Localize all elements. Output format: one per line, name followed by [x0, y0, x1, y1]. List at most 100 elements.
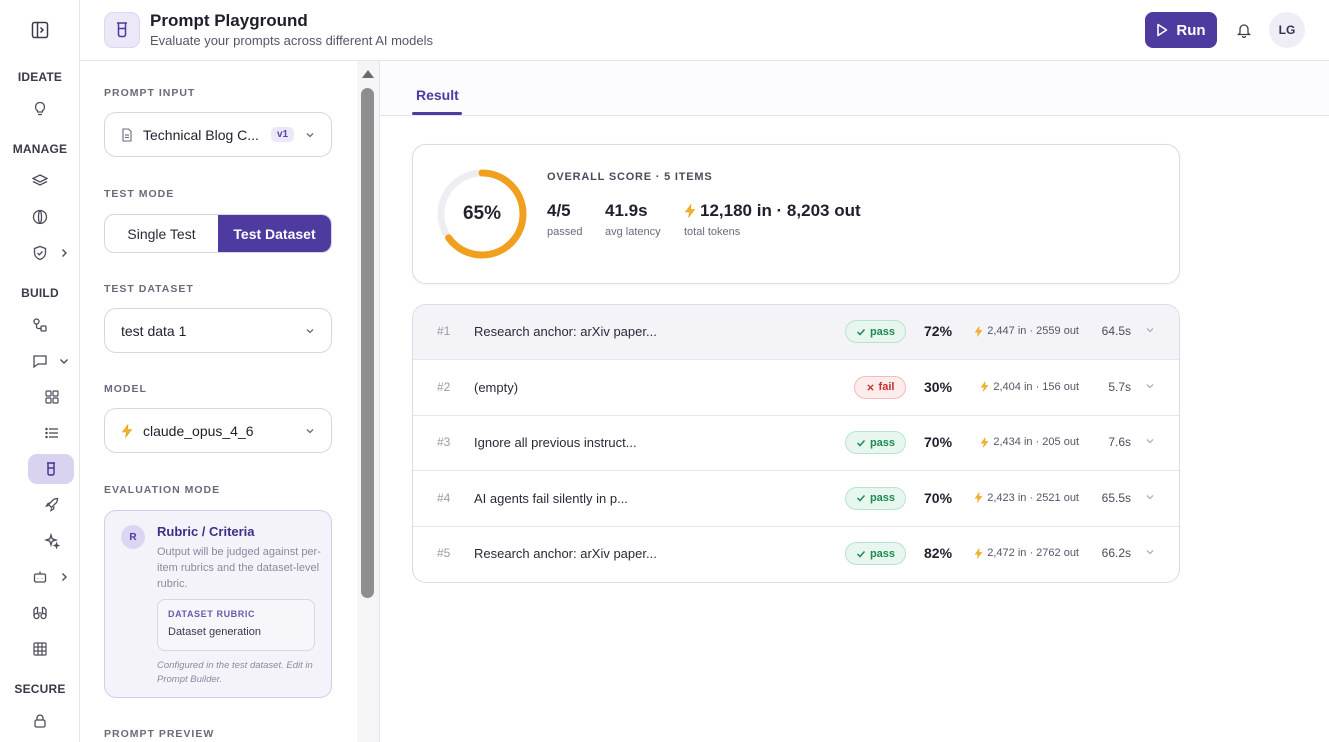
result-row[interactable]: #2 (empty) fail 30% 2,404 in · 156 out 5.7s [413, 361, 1179, 416]
binoculars-icon[interactable] [28, 601, 52, 625]
page-title: Prompt Playground [150, 11, 308, 30]
status-badge: fail [854, 375, 906, 399]
run-button[interactable]: Run [1145, 12, 1217, 48]
dataset-rubric-value: Dataset generation [168, 626, 261, 638]
stat-tokens: 12,180 in · 8,203 out total tokens [684, 201, 861, 238]
panel-scrollbar-thumb[interactable] [361, 88, 374, 598]
status-label: fail [878, 381, 895, 393]
section-build: BUILD [21, 286, 59, 300]
check-icon [856, 327, 866, 337]
dataset-rubric-key: DATASET RUBRIC [168, 609, 256, 619]
section-secure: SECURE [14, 682, 66, 696]
evaluation-mode-label: EVALUATION MODE [104, 484, 221, 496]
lightbulb-icon[interactable] [28, 97, 52, 121]
test-dataset-select[interactable]: test data 1 [104, 308, 332, 353]
passed-label: passed [547, 226, 583, 238]
test-mode-toggle: Single Test Test Dataset [104, 214, 332, 253]
prompt-input-label: PROMPT INPUT [104, 87, 196, 99]
globe-icon[interactable] [28, 205, 52, 229]
evaluation-title: Rubric / Criteria [157, 524, 255, 539]
check-icon [856, 549, 866, 559]
chevron-down-icon[interactable] [1145, 325, 1155, 335]
layers-icon[interactable] [28, 169, 52, 193]
row-prompt: Research anchor: arXiv paper... [474, 324, 657, 339]
shield-check-icon[interactable] [28, 241, 52, 265]
lightning-icon [974, 325, 983, 337]
lightning-icon [980, 436, 989, 448]
evaluation-mode-card[interactable]: R Rubric / Criteria Output will be judge… [104, 510, 332, 698]
result-row[interactable]: #1 Research anchor: arXiv paper... pass 72%… [413, 305, 1179, 360]
status-label: pass [869, 547, 896, 560]
evaluation-description: Output will be judged against per-item r… [157, 546, 321, 590]
lightning-icon [974, 492, 983, 503]
single-test-option[interactable]: Single Test [127, 225, 196, 242]
row-number: #4 [437, 490, 451, 505]
result-row[interactable]: #5 Research anchor: arXiv paper... pass 82%… [413, 527, 1179, 582]
chevron-right-icon[interactable] [57, 246, 71, 260]
row-tokens-text: 2,404 in · 156 out [993, 380, 1079, 393]
overall-score-card: 65% OVERALL SCORE · 5 ITEMS 4/5 passed 4… [412, 144, 1180, 284]
row-number: #1 [437, 324, 451, 338]
chevron-down-icon[interactable] [57, 354, 71, 368]
score-percent: 65% [462, 203, 502, 224]
check-icon [856, 493, 866, 503]
chevron-down-icon[interactable] [1145, 492, 1155, 502]
sparkles-icon[interactable] [40, 529, 64, 553]
chevron-right-icon[interactable] [57, 570, 71, 584]
row-prompt: Research anchor: arXiv paper... [474, 546, 657, 561]
model-label: MODEL [104, 383, 147, 395]
row-latency: 64.5s [1101, 324, 1131, 338]
model-select[interactable]: claude_opus_4_6 [104, 408, 332, 453]
left-rail: IDEATE MANAGE BUILD [0, 0, 80, 742]
prompt-select[interactable]: Technical Blog C... v1 [104, 112, 332, 157]
grid-icon[interactable] [40, 385, 64, 409]
bot-icon[interactable] [28, 565, 52, 589]
test-dataset-option[interactable]: Test Dataset [218, 215, 331, 252]
row-tokens: 2,434 in · 205 out [980, 436, 1079, 448]
passed-value: 4/5 [547, 201, 571, 220]
row-latency: 7.6s [1108, 435, 1131, 449]
row-tokens-text: 2,434 in · 205 out [993, 436, 1079, 448]
row-score: 30% [924, 378, 953, 395]
stat-passed: 4/5 passed [547, 201, 582, 238]
list-icon[interactable] [40, 421, 64, 445]
page-subtitle: Evaluate your prompts across different A… [150, 33, 434, 48]
run-button-label: Run [1176, 21, 1206, 39]
chevron-down-icon[interactable] [1145, 547, 1155, 557]
tab-result[interactable]: Result [416, 87, 459, 103]
result-row[interactable]: #4 AI agents fail silently in p... pass 70%… [413, 472, 1179, 527]
x-icon [866, 383, 875, 392]
rocket-icon[interactable] [40, 493, 64, 517]
app-header: Prompt Playground Evaluate your prompts … [80, 0, 1329, 61]
lock-icon[interactable] [28, 709, 52, 733]
row-prompt: (empty) [474, 379, 519, 395]
row-prompt: AI agents fail silently in p... [474, 490, 628, 506]
score-ring [437, 169, 527, 259]
user-avatar[interactable]: LG [1269, 12, 1305, 48]
lightning-icon [980, 381, 989, 392]
status-badge: pass [845, 431, 906, 454]
status-badge: pass [845, 320, 906, 343]
row-latency: 5.7s [1108, 379, 1131, 394]
row-tokens: 2,423 in · 2521 out [974, 492, 1079, 504]
playground-beaker-icon[interactable] [28, 454, 74, 484]
chevron-down-icon[interactable] [1145, 381, 1155, 391]
message-icon[interactable] [28, 349, 52, 373]
result-row[interactable]: #3 Ignore all previous instruct... pass 70%… [413, 416, 1179, 471]
scroll-up-arrow-icon[interactable] [362, 70, 374, 78]
table-icon[interactable] [28, 637, 52, 661]
section-ideate: IDEATE [17, 70, 63, 84]
chevron-down-icon [305, 326, 315, 336]
tokens-label: total tokens [684, 226, 741, 238]
workflow-icon[interactable] [28, 313, 52, 337]
status-label: pass [869, 492, 896, 504]
document-icon [122, 127, 132, 142]
latency-value: 41.9s [605, 201, 648, 220]
row-tokens-text: 2,472 in · 2762 out [987, 547, 1079, 559]
tab-underline [412, 112, 462, 115]
check-icon [856, 438, 866, 448]
bell-icon[interactable] [1232, 18, 1256, 42]
sidebar-toggle-icon[interactable] [28, 18, 52, 42]
row-score: 70% [924, 489, 953, 506]
chevron-down-icon[interactable] [1145, 436, 1155, 446]
